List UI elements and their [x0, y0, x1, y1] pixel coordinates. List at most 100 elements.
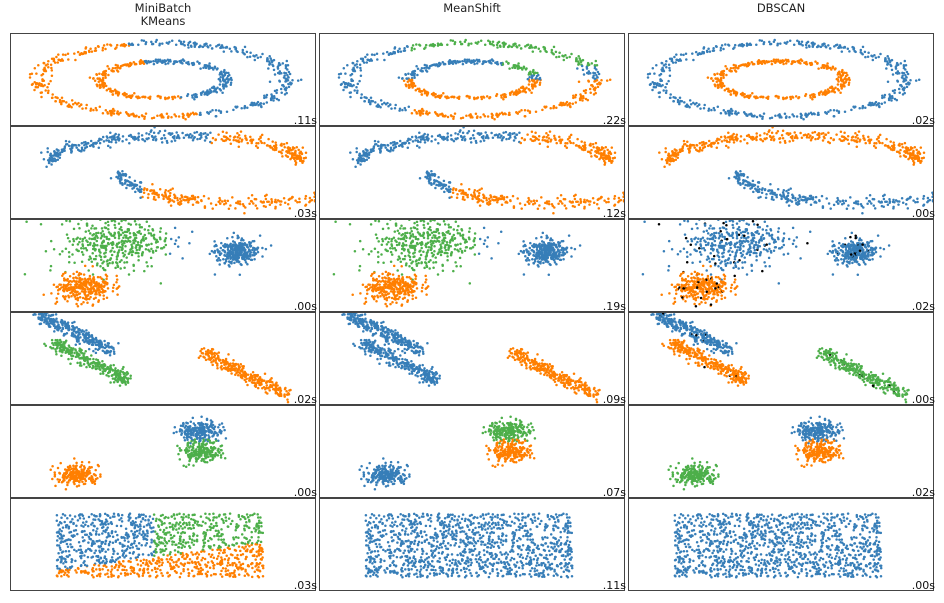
data-point [716, 86, 720, 89]
data-point [710, 76, 713, 80]
data-point [363, 154, 367, 157]
data-point [151, 192, 154, 195]
data-point [572, 194, 576, 198]
data-point [113, 250, 116, 253]
data-point [574, 93, 578, 97]
data-point [184, 195, 188, 199]
data-point [459, 42, 463, 46]
data-point [902, 154, 906, 157]
data-point [304, 151, 308, 155]
data-point [138, 185, 142, 189]
data-point [839, 130, 843, 133]
data-point [256, 146, 260, 150]
data-point [822, 131, 825, 135]
data-point [462, 127, 465, 129]
data-point [274, 205, 277, 209]
data-point [890, 58, 894, 62]
data-point [778, 141, 782, 144]
data-point [50, 66, 53, 70]
data-point [245, 50, 249, 54]
data-point [134, 115, 138, 118]
data-point [739, 64, 742, 67]
data-point [117, 249, 121, 252]
data-point [182, 136, 186, 140]
data-point [448, 181, 452, 184]
data-point [545, 105, 548, 109]
data-point [255, 207, 259, 210]
data-point [373, 143, 377, 146]
data-point [793, 131, 796, 134]
data-point [482, 193, 485, 196]
data-point [362, 61, 366, 64]
data-point [505, 137, 508, 141]
data-point [874, 100, 878, 104]
data-point [600, 195, 603, 199]
data-point [652, 85, 656, 89]
data-point [477, 194, 481, 197]
data-point [253, 55, 256, 58]
data-point [911, 151, 914, 155]
data-point [719, 135, 723, 139]
data-point [428, 44, 432, 47]
data-point [602, 146, 605, 150]
data-point [137, 138, 140, 142]
data-point [819, 45, 823, 49]
data-point [148, 97, 152, 100]
data-point [281, 84, 285, 87]
data-point [151, 183, 154, 186]
data-point [680, 99, 684, 103]
data-point [784, 62, 788, 65]
data-point [227, 79, 230, 82]
data-point [580, 140, 583, 143]
data-point [892, 143, 896, 147]
data-point [420, 110, 423, 114]
data-point [267, 60, 271, 63]
data-point [109, 112, 112, 115]
data-point [541, 138, 544, 142]
data-point [761, 139, 765, 143]
data-point [404, 73, 408, 77]
data-point [592, 145, 595, 149]
data-point [809, 194, 813, 198]
data-point [719, 111, 723, 115]
data-point [590, 148, 593, 152]
data-point [776, 42, 780, 45]
data-point [527, 83, 531, 86]
data-point [579, 60, 583, 64]
data-point [559, 103, 562, 106]
data-point [564, 141, 567, 145]
data-point [710, 142, 713, 145]
data-point [410, 135, 414, 139]
data-point [893, 89, 897, 92]
data-point [703, 145, 707, 149]
data-point [195, 93, 198, 96]
data-point [835, 109, 839, 112]
data-point [727, 176, 731, 180]
data-point [164, 194, 168, 197]
data-point [674, 155, 678, 158]
data-point [204, 92, 207, 95]
data-point [391, 141, 395, 144]
data-point [276, 67, 280, 70]
data-point [546, 202, 549, 205]
data-point [533, 138, 537, 142]
data-point [191, 134, 194, 137]
data-point [743, 186, 746, 190]
data-point [337, 76, 341, 79]
data-point [128, 62, 132, 65]
data-point [454, 188, 458, 191]
data-point [571, 102, 575, 105]
data-point [861, 106, 865, 109]
data-point [892, 146, 896, 149]
data-point [418, 44, 422, 47]
data-point [502, 131, 505, 134]
data-point [867, 51, 870, 54]
data-point [862, 137, 866, 140]
data-point [365, 158, 369, 161]
data-point [442, 92, 445, 95]
data-point [782, 189, 786, 192]
data-point [121, 170, 124, 173]
data-point [438, 95, 441, 99]
data-point [483, 115, 487, 118]
data-point [157, 193, 160, 197]
